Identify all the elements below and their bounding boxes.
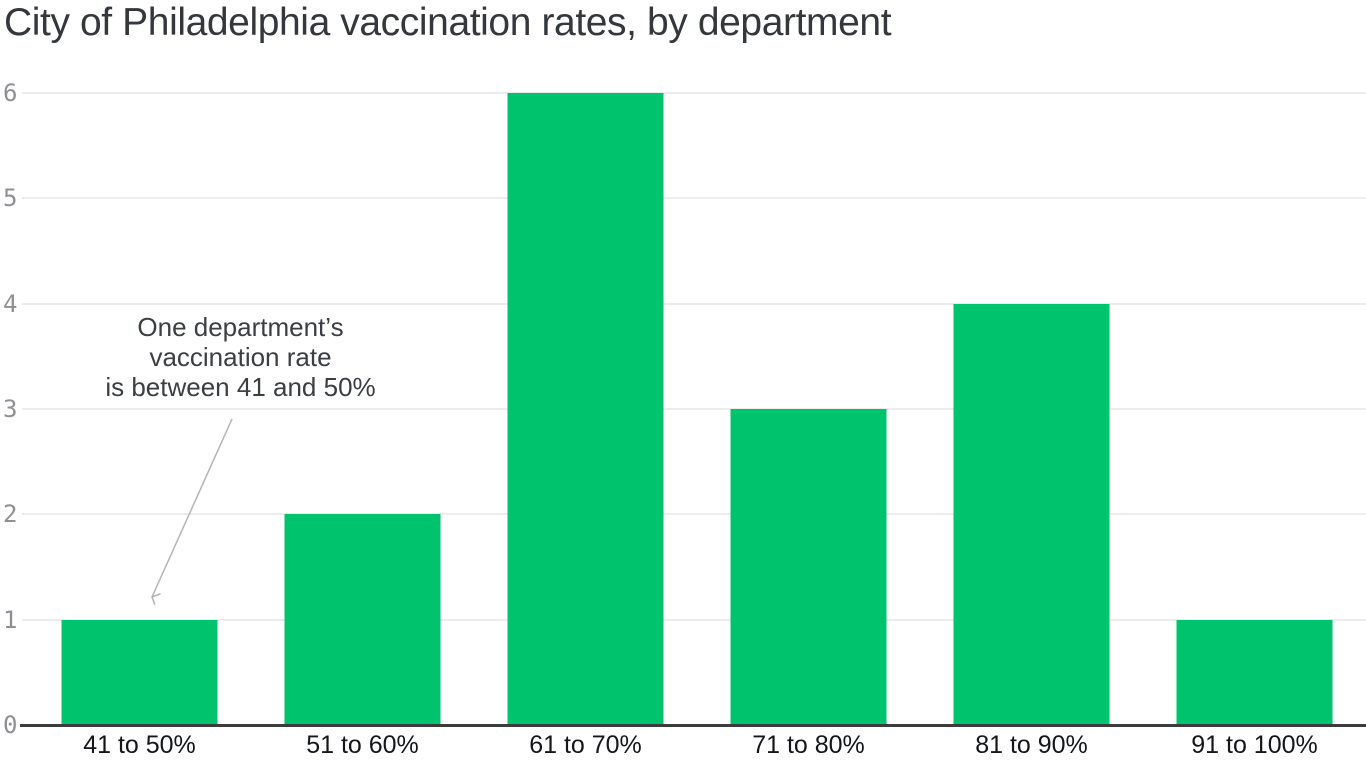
y-tick-label: 4 bbox=[3, 289, 18, 318]
bar-51-to-60- bbox=[284, 514, 441, 725]
x-axis-label: 91 to 100% bbox=[1191, 731, 1318, 759]
bar-column bbox=[28, 93, 251, 725]
x-axis-label: 81 to 90% bbox=[975, 731, 1088, 759]
annotation-line: is between 41 and 50% bbox=[105, 372, 376, 402]
y-tick-label: 0 bbox=[3, 711, 18, 739]
x-axis-labels: 41 to 50% 51 to 60% 61 to 70% 71 to 80% 81 t… bbox=[28, 731, 1366, 760]
gridline bbox=[22, 408, 1366, 410]
bars-row bbox=[28, 93, 1366, 725]
gridline bbox=[22, 302, 1366, 305]
y-tick-label: 1 bbox=[3, 605, 18, 634]
x-axis-label: 61 to 70% bbox=[529, 731, 642, 759]
gridline bbox=[22, 92, 1366, 94]
y-tick-label: 2 bbox=[3, 500, 18, 529]
y-tick-label: 3 bbox=[3, 395, 18, 423]
bar-column bbox=[697, 93, 920, 725]
x-axis-label: 51 to 60% bbox=[306, 731, 419, 759]
gridline bbox=[22, 197, 1366, 200]
bar-71-to-80- bbox=[730, 409, 887, 725]
bar-column bbox=[1143, 93, 1366, 725]
bar-column bbox=[251, 93, 474, 725]
annotation-text: One department’s vaccination rate is bet… bbox=[88, 312, 393, 402]
gridline bbox=[22, 618, 1366, 621]
plot-area bbox=[20, 92, 1366, 727]
x-axis-label: 41 to 50% bbox=[83, 731, 196, 759]
bar-41-to-50- bbox=[61, 619, 218, 725]
annotation-line: vaccination rate bbox=[149, 342, 332, 372]
y-tick-label: 6 bbox=[3, 79, 18, 107]
chart-title: City of Philadelphia vaccination rates, … bbox=[4, 1, 892, 44]
bar-91-to-100- bbox=[1176, 619, 1333, 725]
gridline bbox=[22, 513, 1366, 516]
bar-81-to-90- bbox=[953, 303, 1110, 725]
annotation-line: One department’s bbox=[137, 312, 344, 342]
bar-column bbox=[920, 93, 1143, 725]
x-axis-label: 71 to 80% bbox=[752, 731, 865, 759]
y-tick-label: 5 bbox=[3, 184, 18, 213]
bar-column bbox=[474, 93, 697, 725]
x-axis-line bbox=[20, 724, 1366, 727]
bar-61-to-70- bbox=[507, 93, 664, 725]
